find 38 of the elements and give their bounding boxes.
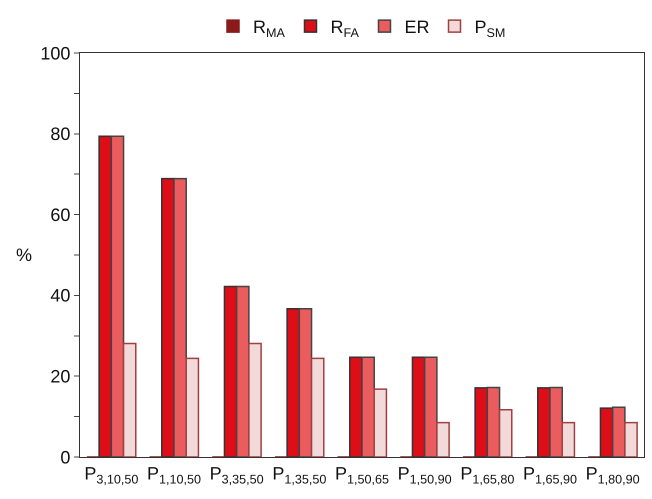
legend-label: P$_{SM}$ — [474, 17, 506, 40]
bar — [248, 342, 262, 457]
bar — [549, 386, 563, 457]
x-tick-label: P$_{1,50,90}$ — [398, 464, 452, 486]
legend-label: R$_{FA}$ — [330, 17, 360, 40]
y-tick-label: 100 — [40, 43, 70, 64]
bar — [236, 286, 250, 457]
bar — [122, 342, 137, 457]
x-tick-label: P$_{1,50,65}$ — [334, 464, 390, 486]
bar — [110, 135, 124, 457]
y-axis-title: % — [16, 245, 32, 265]
y-tick-label: 80 — [50, 124, 70, 144]
bar — [486, 386, 500, 457]
x-tick-label: P$_{1,10,50}$ — [146, 464, 202, 486]
y-tick-label: 20 — [50, 366, 70, 386]
x-tick-label: P$_{1,35,50}$ — [272, 464, 326, 486]
y-tick-label: 0 — [60, 447, 70, 468]
bar — [373, 388, 388, 457]
bar — [624, 422, 638, 457]
bar — [424, 356, 438, 457]
bar — [561, 422, 576, 457]
x-tick-label: P$_{3,35,50}$ — [210, 464, 264, 486]
bar — [498, 408, 513, 457]
bar — [612, 406, 626, 457]
bar — [173, 178, 187, 457]
legend-label: R$_{MA}$ — [253, 17, 286, 40]
x-tick-label: P$_{1,65,80}$ — [460, 464, 514, 486]
y-tick-label: 40 — [50, 286, 70, 306]
bar — [298, 308, 312, 457]
y-tick-label: 60 — [50, 204, 70, 225]
bar — [361, 356, 375, 457]
x-tick-label: P$_{1,80,90}$ — [586, 464, 640, 486]
x-tick-label: P$_{3,10,50}$ — [84, 464, 138, 486]
bar — [436, 422, 450, 457]
legend-label: ER — [404, 17, 430, 38]
bar — [310, 358, 325, 457]
bar — [185, 358, 200, 457]
x-tick-label: P$_{1,65,90}$ — [522, 464, 578, 486]
